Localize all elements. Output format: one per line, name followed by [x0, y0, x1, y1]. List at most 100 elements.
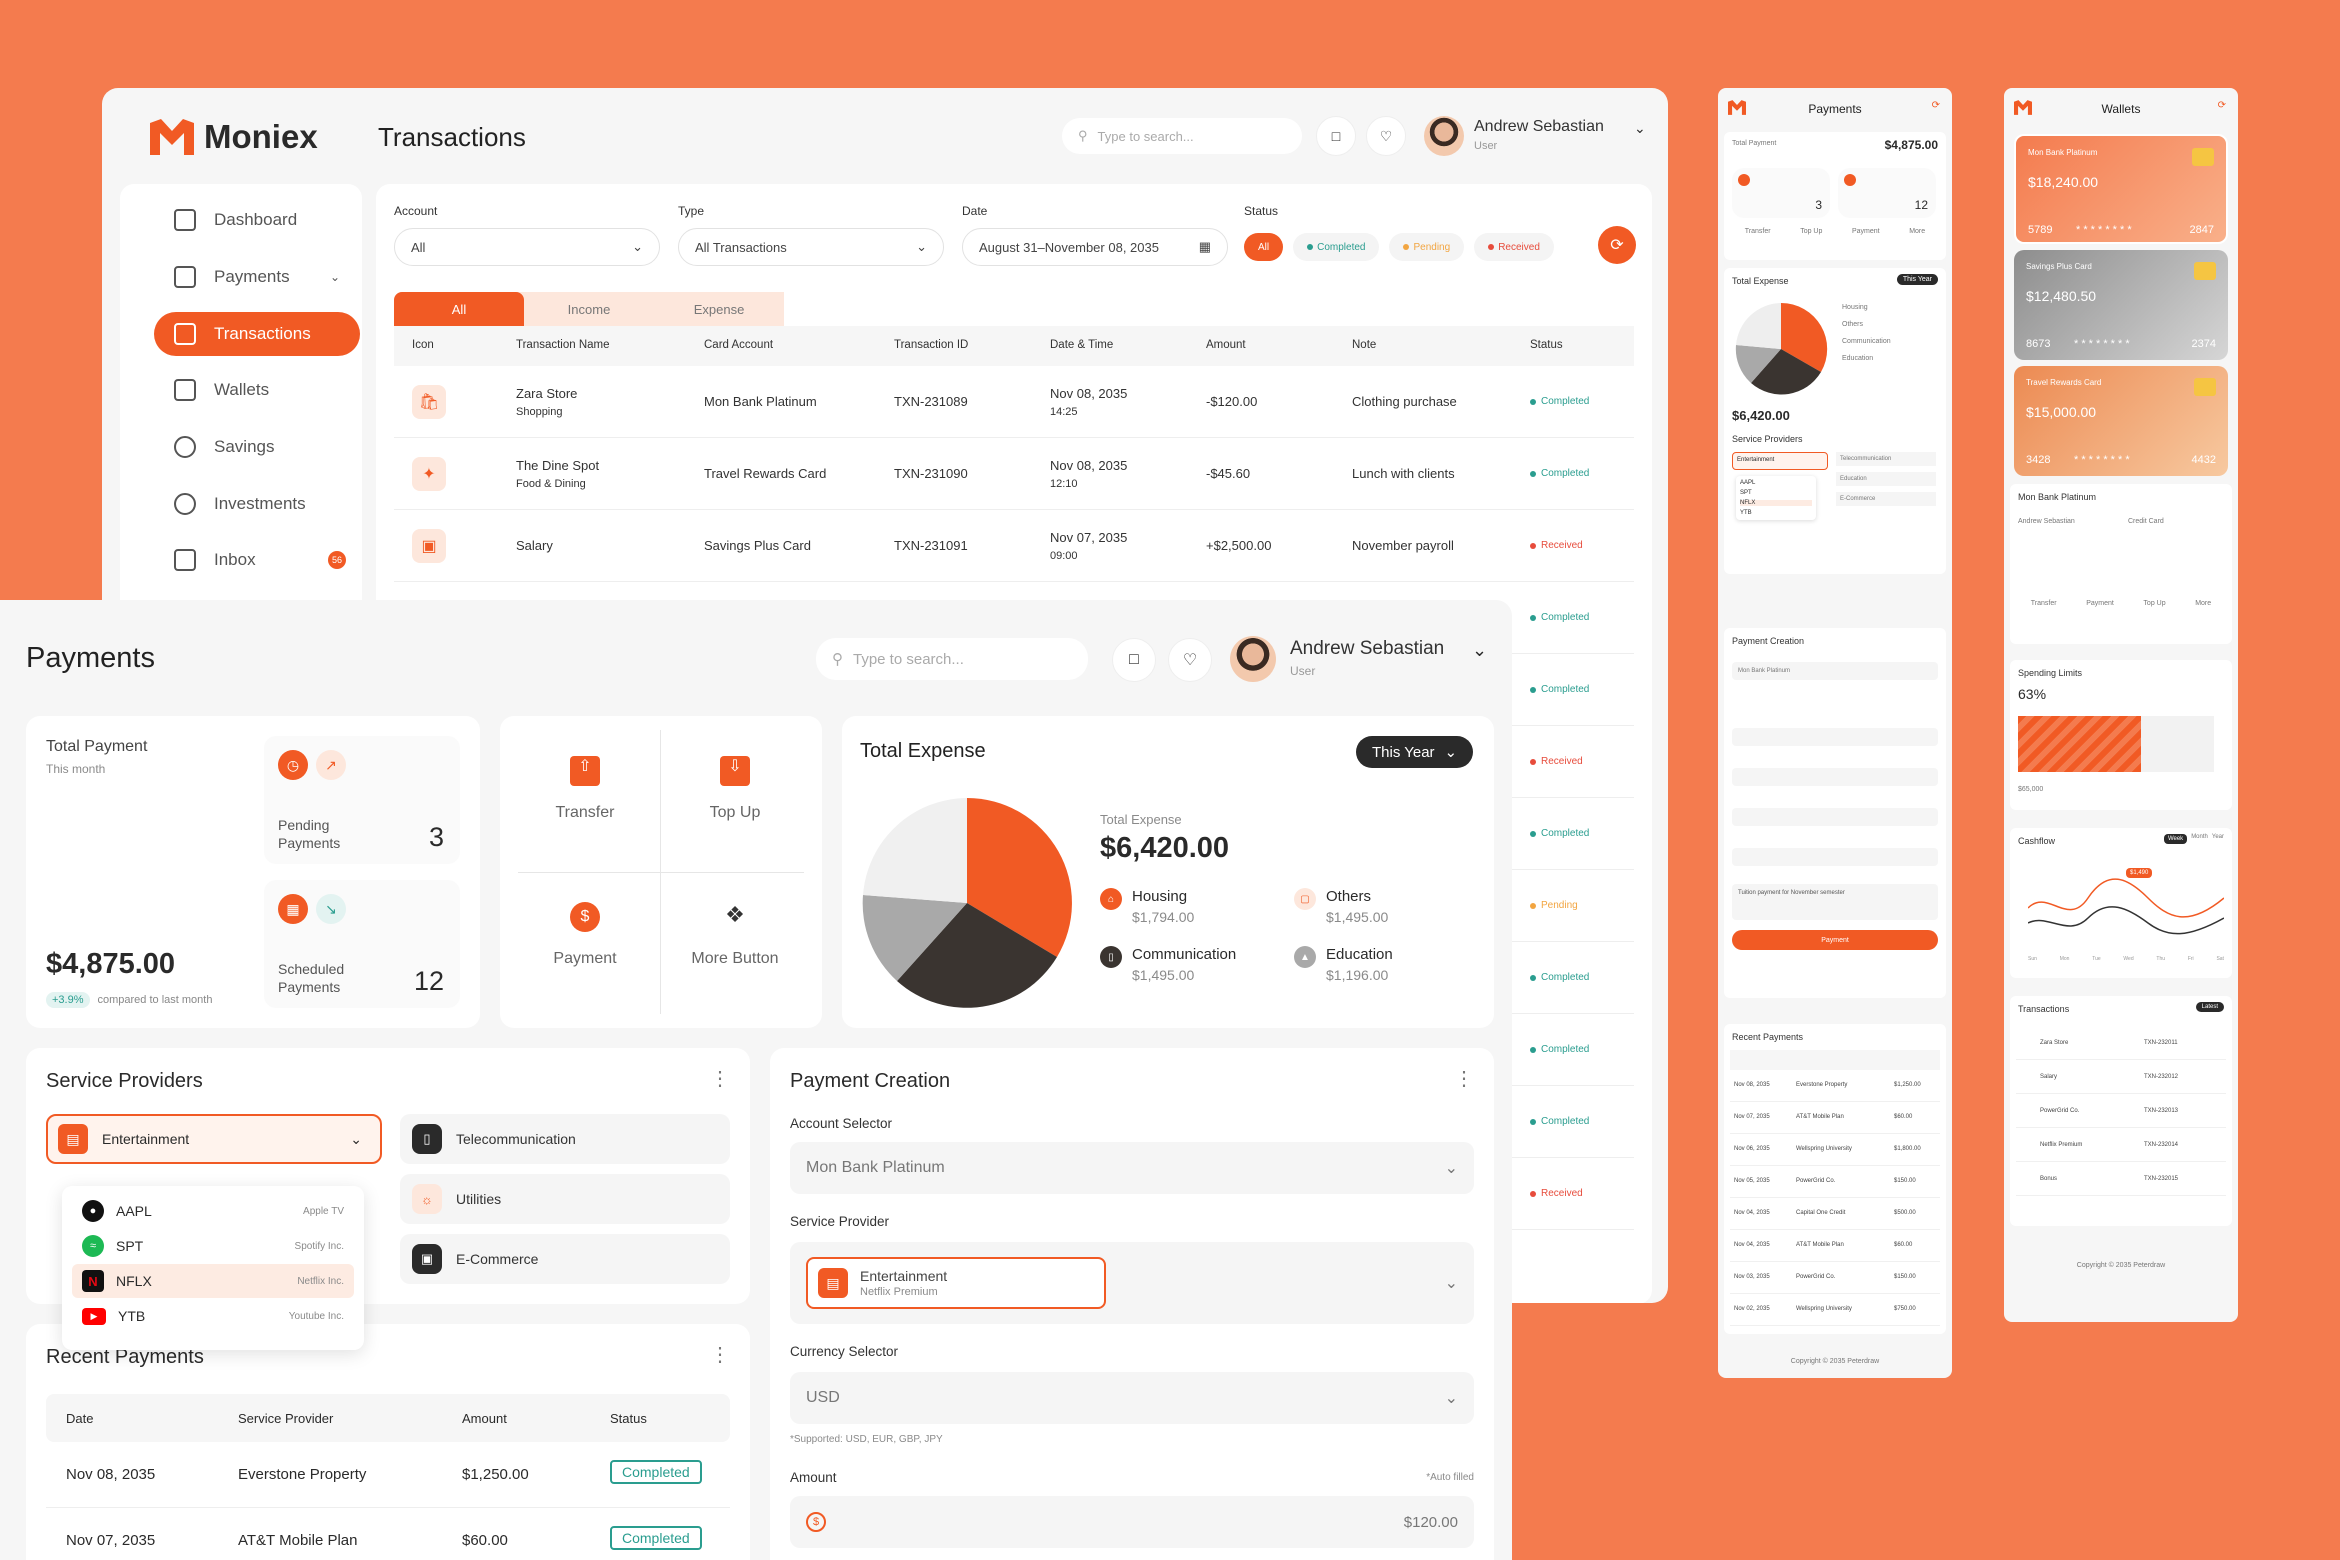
table-row[interactable]: Nov 06, 2035 Wellspring University $1,800.…	[1730, 1134, 1940, 1166]
mini-action[interactable]: More	[2195, 600, 2212, 607]
notification-button[interactable]: ♡	[1366, 116, 1406, 156]
col-name[interactable]: Transaction Name	[516, 339, 610, 351]
mini-action[interactable]: Payment	[1851, 228, 1880, 235]
payment-button[interactable]: $ Payment	[520, 902, 650, 968]
table-row[interactable]: Bonus TXN-232015	[2016, 1164, 2226, 1196]
mini-va-field[interactable]	[1732, 848, 1938, 866]
sidebar-item-inbox[interactable]: Inbox 56	[154, 538, 360, 582]
avatar[interactable]	[1230, 636, 1276, 682]
mini-action[interactable]: Transfer	[2030, 600, 2057, 607]
top-up-button[interactable]: ⇩ Top Up	[670, 756, 800, 822]
mini-note-field[interactable]: Tuition payment for November semester	[1732, 884, 1938, 920]
sidebar-item-dashboard[interactable]: Dashboard	[154, 198, 360, 242]
refresh-icon[interactable]: ⟳	[2217, 100, 2226, 111]
notification-button[interactable]: ♡	[1168, 638, 1212, 682]
table-row[interactable]: Nov 07, 2035 AT&T Mobile Plan $60.00	[1730, 1102, 1940, 1134]
dropdown-option-nflx[interactable]: N NFLX Netflix Inc.	[72, 1264, 354, 1298]
message-button[interactable]: □	[1316, 116, 1356, 156]
tab-expense[interactable]: Expense	[654, 292, 784, 326]
mini-tab[interactable]: Week	[2163, 834, 2188, 844]
mini-payment-button[interactable]: Payment	[1732, 930, 1938, 950]
more-vertical-icon[interactable]: ⋮	[710, 1068, 730, 1090]
mini-period-select[interactable]: This Year	[1896, 274, 1938, 285]
sidebar-item-transactions[interactable]: Transactions	[154, 312, 360, 356]
col-id[interactable]: Transaction ID	[894, 339, 969, 351]
table-row[interactable]: 🛍 Zara Store Shopping Mon Bank Platinum …	[394, 366, 1634, 438]
wallet-card[interactable]: Mon Bank Platinum $18,240.00 5789 * * * …	[2014, 134, 2228, 244]
dropdown-option-spt[interactable]: ≈ SPT Spotify Inc.	[72, 1229, 354, 1263]
brand-logo[interactable]: Moniex	[150, 118, 318, 156]
col-status[interactable]: Status	[1530, 339, 1563, 351]
table-row[interactable]: Nov 02, 2035 Wellspring University $750.00	[1730, 1294, 1940, 1326]
mini-tx-filter[interactable]: Latest	[2195, 1002, 2224, 1012]
table-row[interactable]: ▣ Salary Savings Plus Card TXN-231091 No…	[394, 510, 1634, 582]
account-select[interactable]: All ⌄	[394, 228, 660, 266]
pending-payments[interactable]: ◷ ↗ Pending Payments 3	[264, 736, 460, 864]
table-row[interactable]: Nov 04, 2035 Capital One Credit $500.00	[1730, 1198, 1940, 1230]
reset-filter-button[interactable]: ⟳	[1598, 226, 1636, 264]
sidebar-item-wallets[interactable]: Wallets	[154, 368, 360, 412]
mini-account-select[interactable]: Mon Bank Platinum	[1732, 662, 1938, 680]
refresh-icon[interactable]: ⟳	[1931, 100, 1940, 111]
mini-action[interactable]: Top Up	[2143, 600, 2166, 607]
status-pill-pending[interactable]: Pending	[1389, 233, 1465, 261]
provider-utilities[interactable]: ☼ Utilities	[400, 1174, 730, 1224]
mini-provider-field[interactable]	[1732, 728, 1938, 746]
status-pill-received[interactable]: Received	[1474, 233, 1554, 261]
mini-provider-select[interactable]: Entertainment	[1732, 452, 1828, 470]
wallet-card[interactable]: Travel Rewards Card $15,000.00 3428 * * …	[2014, 366, 2228, 476]
mini-tab[interactable]: Month	[2191, 834, 2208, 840]
table-row[interactable]: ✦ The Dine Spot Food & Dining Travel Rew…	[394, 438, 1634, 510]
provider-telecommunication[interactable]: ▯ Telecommunication	[400, 1114, 730, 1164]
table-row[interactable]: Salary TXN-232012	[2016, 1062, 2226, 1094]
table-row[interactable]: Nov 05, 2035 PowerGrid Co. $150.00	[1730, 1166, 1940, 1198]
col-status[interactable]: Status	[610, 1411, 647, 1426]
col-date[interactable]: Date	[66, 1411, 94, 1426]
table-row[interactable]: Zara Store TXN-232011	[2016, 1028, 2226, 1060]
col-card[interactable]: Card Account	[704, 339, 774, 351]
more-vertical-icon[interactable]: ⋮	[710, 1344, 730, 1366]
mini-cat[interactable]: Education	[1836, 472, 1936, 486]
table-row[interactable]: PowerGrid Co. TXN-232013	[2016, 1096, 2226, 1128]
col-amount[interactable]: Amount	[462, 1411, 507, 1426]
col-icon[interactable]: Icon	[412, 339, 434, 351]
category-select[interactable]: ▤ Entertainment ⌄	[46, 1114, 382, 1164]
more-button[interactable]: ❖ More Button	[670, 902, 800, 968]
search-input[interactable]: ⚲ Type to search...	[1062, 118, 1302, 154]
dropdown-option-aapl[interactable]: ● AAPL Apple TV	[72, 1194, 354, 1228]
pie-slice-others[interactable]	[863, 798, 967, 903]
mini-scheduled[interactable]: 12	[1838, 168, 1936, 218]
amount-input[interactable]: $ $120.00	[790, 1496, 1474, 1548]
type-select[interactable]: All Transactions ⌄	[678, 228, 944, 266]
sidebar-item-payments[interactable]: Payments ⌄	[154, 255, 360, 299]
mini-cat[interactable]: E-Commerce	[1836, 492, 1936, 506]
mini-action[interactable]: Transfer	[1744, 228, 1771, 235]
message-button[interactable]: □	[1112, 638, 1156, 682]
sidebar-item-investments[interactable]: Investments	[154, 482, 360, 526]
scheduled-payments[interactable]: ▦ ↘ Scheduled Payments 12	[264, 880, 460, 1008]
transfer-button[interactable]: ⇧ Transfer	[520, 756, 650, 822]
tab-all[interactable]: All	[394, 292, 524, 326]
date-picker[interactable]: August 31–November 08, 2035 ▦	[962, 228, 1228, 266]
dropdown-option-ytb[interactable]: ▶ YTB Youtube Inc.	[72, 1299, 354, 1333]
mini-action[interactable]: Top Up	[1800, 228, 1823, 235]
table-row[interactable]: Nov 08, 2035 Everstone Property $1,250.00	[1730, 1070, 1940, 1102]
sidebar-item-savings[interactable]: Savings	[154, 425, 360, 469]
table-row[interactable]: Netflix Premium TXN-232014	[2016, 1130, 2226, 1162]
mini-option[interactable]: AAPL	[1740, 480, 1756, 486]
tab-income[interactable]: Income	[524, 292, 654, 326]
pie-slice-education[interactable]	[862, 895, 967, 981]
mini-cat[interactable]: Telecommunication	[1836, 452, 1936, 466]
mini-option[interactable]: NFLX	[1740, 500, 1812, 506]
mini-tab[interactable]: Year	[2211, 834, 2224, 840]
status-pill-all[interactable]: All	[1244, 233, 1284, 261]
chevron-down-icon[interactable]: ⌄	[1634, 120, 1646, 136]
currency-select[interactable]: USD ⌄	[790, 1372, 1474, 1424]
table-row[interactable]: Nov 03, 2035 PowerGrid Co. $150.00	[1730, 1262, 1940, 1294]
pie-slice-housing[interactable]	[967, 798, 1072, 957]
mini-currency-field[interactable]	[1732, 768, 1938, 786]
period-select[interactable]: This Year ⌄	[1356, 736, 1474, 768]
table-row[interactable]: Nov 07, 2035 AT&T Mobile Plan $60.00 Com…	[46, 1508, 730, 1560]
mini-option[interactable]: YTB	[1740, 510, 1752, 516]
status-pill-completed[interactable]: Completed	[1293, 233, 1380, 261]
